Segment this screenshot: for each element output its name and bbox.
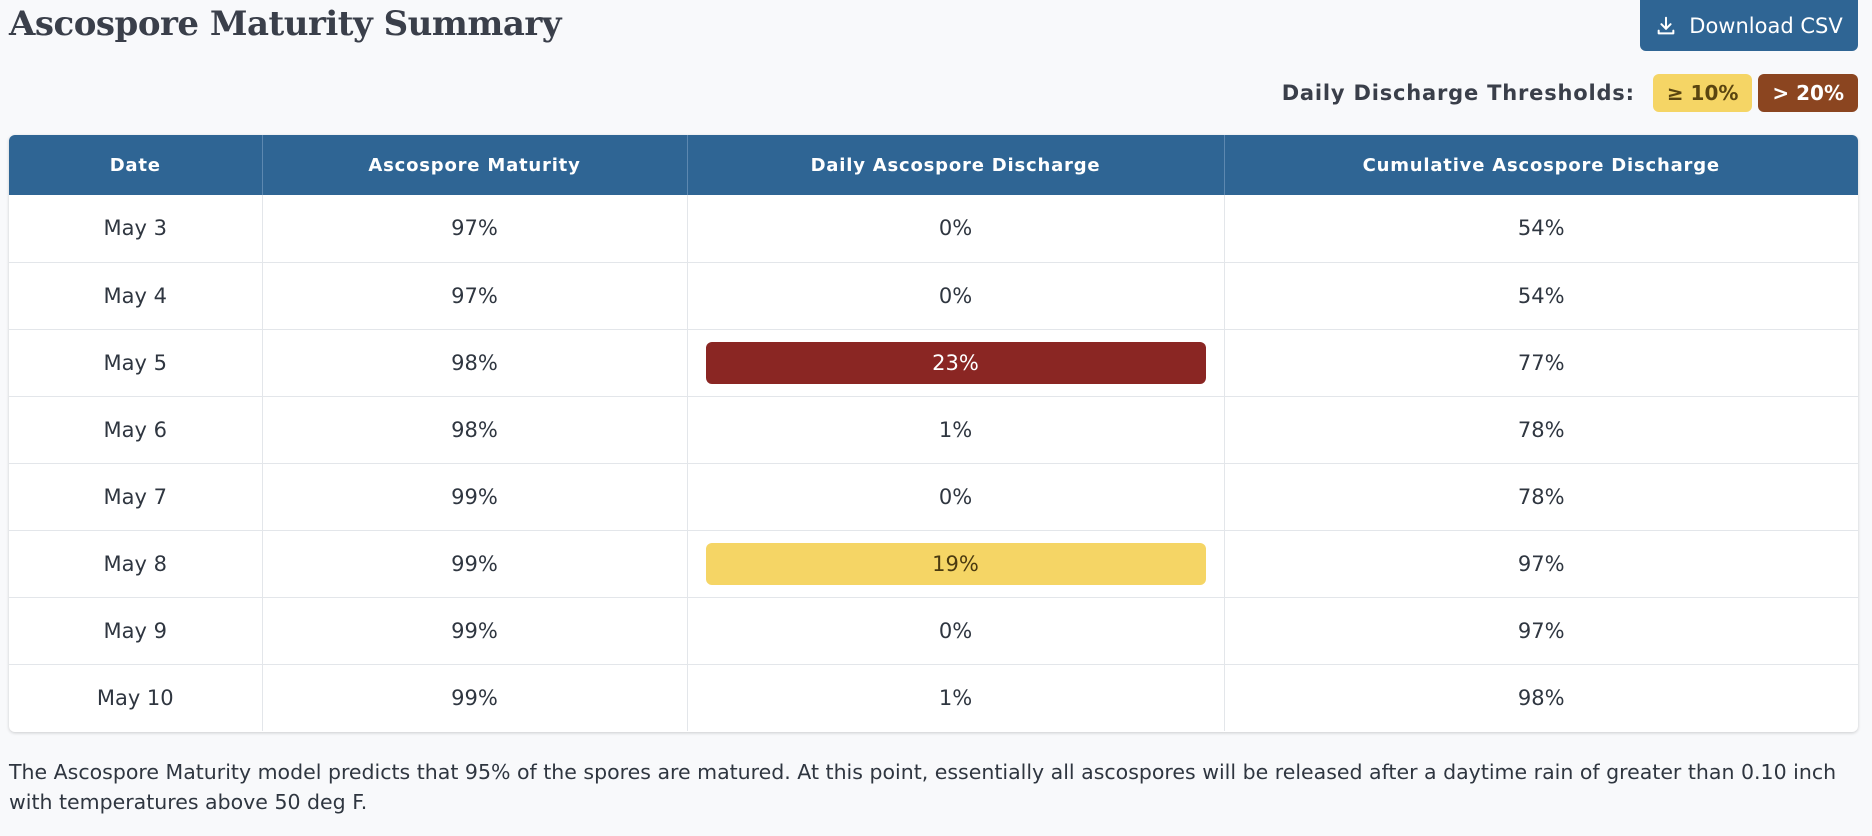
table-row: May 3 97% 0% 54% [9,195,1858,263]
maturity-cell: 97% [262,195,688,263]
cumulative-discharge-cell: 97% [1224,530,1858,598]
table-row: May 6 98% 1% 78% [9,396,1858,464]
date-cell: May 7 [9,463,263,531]
daily-discharge-cell: 19% [687,530,1225,598]
summary-table: Date Ascospore Maturity Daily Ascospore … [9,135,1858,731]
date-cell: May 8 [9,530,263,598]
maturity-cell: 97% [262,262,688,330]
column-header-cumulative-discharge[interactable]: Cumulative Ascospore Discharge [1224,135,1858,195]
page-title: Ascospore Maturity Summary [9,4,562,44]
date-cell: May 5 [9,329,263,397]
download-csv-button[interactable]: Download CSV [1640,0,1858,51]
download-icon [1655,15,1677,37]
date-cell: May 4 [9,262,263,330]
maturity-cell: 99% [262,664,688,731]
cumulative-discharge-cell: 54% [1224,195,1858,263]
daily-discharge-cell: 0% [687,195,1225,263]
table-row: May 5 98% 23% 77% [9,329,1858,397]
date-cell: May 9 [9,597,263,665]
maturity-cell: 98% [262,329,688,397]
threshold-legend: Daily Discharge Thresholds: ≥ 10% > 20% [1282,74,1858,112]
daily-discharge-cell: 1% [687,396,1225,464]
column-header-daily-discharge[interactable]: Daily Ascospore Discharge [687,135,1225,195]
discharge-highlight-low: 19% [705,542,1206,585]
maturity-cell: 99% [262,463,688,531]
column-header-date[interactable]: Date [9,135,263,195]
daily-discharge-cell: 0% [687,463,1225,531]
table-header-row: Date Ascospore Maturity Daily Ascospore … [9,135,1858,195]
daily-discharge-cell: 0% [687,597,1225,665]
table-row: May 9 99% 0% 97% [9,597,1858,665]
date-cell: May 10 [9,664,263,731]
daily-discharge-cell: 23% [687,329,1225,397]
daily-discharge-cell: 0% [687,262,1225,330]
threshold-label: Daily Discharge Thresholds: [1281,81,1635,105]
table-row: May 8 99% 19% 97% [9,530,1858,598]
maturity-cell: 99% [262,597,688,665]
table-row: May 7 99% 0% 78% [9,463,1858,531]
download-csv-label: Download CSV [1689,13,1843,38]
summary-table-card: Date Ascospore Maturity Daily Ascospore … [9,135,1858,732]
column-header-maturity[interactable]: Ascospore Maturity [262,135,688,195]
model-footnote: The Ascospore Maturity model predicts th… [9,760,1837,814]
daily-discharge-cell: 1% [687,664,1225,731]
cumulative-discharge-cell: 98% [1517,685,1565,710]
table-row: May 10 99% 1% 98% [9,664,1858,731]
cumulative-discharge-cell: 78% [1224,396,1858,464]
table-body: May 3 97% 0% 54% May 4 97% 0% 54% May 5 98% 23% 77%… [9,195,1858,731]
date-cell: May 6 [9,396,263,464]
cumulative-discharge-cell: 97% [1224,597,1858,665]
threshold-badge-low: ≥ 10% [1652,74,1753,112]
discharge-highlight-high: 23% [705,341,1206,384]
date-cell: May 3 [9,195,263,263]
threshold-badge-high: > 20% [1758,74,1858,112]
maturity-cell: 98% [262,396,688,464]
cumulative-discharge-cell: 77% [1224,329,1858,397]
maturity-cell: 99% [262,530,688,598]
cumulative-discharge-cell: 78% [1224,463,1858,531]
cumulative-discharge-cell: 54% [1224,262,1858,330]
table-row: May 4 97% 0% 54% [9,262,1858,330]
